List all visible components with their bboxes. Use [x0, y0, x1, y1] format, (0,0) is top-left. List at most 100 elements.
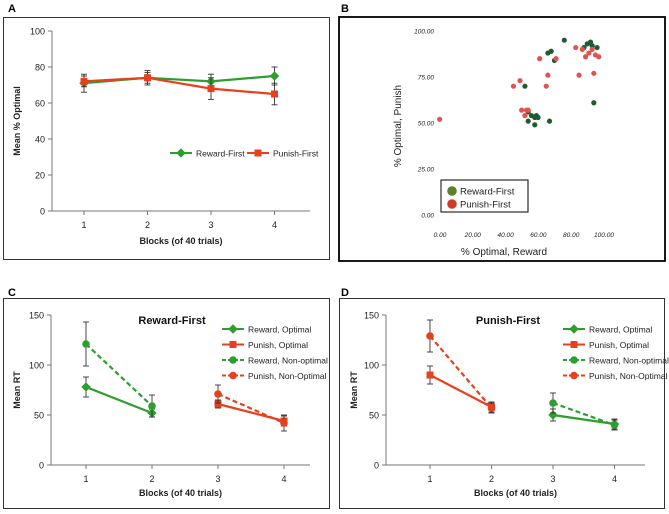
data-point	[82, 340, 90, 348]
legend-marker	[229, 356, 237, 364]
x-tick-label: 100.00	[594, 232, 614, 239]
chart-title: Reward-First	[138, 315, 206, 327]
series-3	[426, 319, 496, 414]
x-tick-label: 3	[550, 474, 555, 484]
x-tick-label: 3	[208, 220, 213, 230]
legend-item: Punish, Non-Optimal	[222, 371, 327, 381]
x-axis-label: Blocks (of 40 trials)	[474, 488, 557, 498]
y-tick-label: 25.00	[417, 167, 435, 174]
series-line	[552, 401, 615, 427]
data-point	[573, 44, 579, 51]
y-tick-label: 150	[364, 311, 379, 321]
y-tick-label: 100.00	[414, 29, 434, 36]
data-point	[576, 72, 582, 78]
y-tick-label: 50	[34, 411, 44, 421]
data-point	[517, 78, 523, 84]
data-point	[487, 404, 496, 412]
data-point	[522, 83, 528, 89]
series-line	[429, 335, 493, 409]
data-point	[144, 74, 151, 82]
data-point	[269, 71, 280, 81]
series-line	[85, 343, 153, 407]
legend-label: Punish, Optimal	[248, 340, 308, 350]
y-tick-label: 0	[40, 207, 45, 217]
x-tick-label: 4	[612, 474, 617, 484]
y-axis-label: Mean RT	[12, 371, 22, 409]
data-point	[207, 85, 215, 93]
data-point	[148, 402, 156, 410]
data-point	[589, 43, 595, 49]
y-tick-label: 50.00	[418, 121, 435, 128]
panel-c-frame	[3, 298, 330, 509]
x-tick-label: 4	[272, 220, 277, 230]
y-tick-label: 0.00	[421, 213, 434, 220]
data-point	[543, 83, 549, 89]
y-tick-label: 50	[369, 411, 379, 421]
x-tick-label: 4	[281, 474, 286, 484]
data-point	[523, 107, 530, 113]
x-tick-label: 1	[81, 220, 86, 230]
data-point	[591, 70, 597, 76]
legend-label: Punish, Non-Optimal	[248, 371, 327, 381]
data-point	[561, 37, 567, 43]
series-line	[552, 413, 615, 426]
x-tick-label: 0.00	[434, 232, 447, 239]
data-point	[510, 83, 517, 89]
x-tick-label: 40.00	[497, 232, 514, 239]
series-1	[437, 44, 602, 122]
chart-title: Punish-First	[476, 315, 541, 327]
x-axis-label: Blocks (of 40 trials)	[139, 488, 222, 498]
y-tick-label: 0	[39, 461, 44, 471]
legend-marker	[570, 356, 578, 364]
x-tick-label: 1	[83, 474, 88, 484]
series-line	[217, 402, 285, 423]
series-1	[80, 70, 278, 106]
legend-label: Punish, Optimal	[589, 340, 649, 350]
x-tick-label: 20.00	[464, 232, 482, 239]
y-tick-label: 80	[35, 63, 45, 73]
panel-label-d: D	[341, 287, 349, 299]
panel-d-chart: 0 50 100 150 1 2 3 4 Blocks (of 40 trials) Mean R…	[349, 311, 669, 499]
data-point	[553, 56, 559, 62]
legend-marker	[229, 371, 237, 380]
y-tick-label: 40	[35, 135, 45, 145]
data-point	[519, 107, 525, 113]
data-point	[586, 50, 592, 56]
panel-b-chart: 0.00 25.00 50.00 75.00 100.00 0.00 20.00 40.00 6…	[393, 29, 614, 259]
legend-item: Reward, Non-optimal	[222, 356, 328, 366]
legend-label: Punish-First	[460, 200, 511, 211]
y-tick-label: 100	[30, 27, 45, 37]
x-axis-label: Blocks (of 40 trials)	[139, 236, 222, 246]
data-point	[537, 56, 543, 62]
data-point	[280, 419, 288, 427]
legend-item: Punish-First	[447, 199, 511, 211]
panel-label-c: C	[8, 287, 16, 299]
series-2	[549, 392, 619, 431]
legend-label: Reward, Optimal	[248, 325, 311, 335]
x-tick-label: 2	[489, 474, 494, 484]
series-0	[548, 408, 620, 430]
data-point	[545, 72, 551, 78]
data-point	[214, 390, 222, 398]
data-point	[214, 400, 222, 408]
y-axis-label: Mean RT	[349, 371, 359, 409]
y-tick-label: 75.00	[418, 75, 435, 82]
legend-marker	[229, 341, 237, 348]
y-tick-label: 150	[29, 311, 44, 321]
legend-label: Punish-First	[273, 149, 319, 159]
series-0	[81, 376, 157, 418]
legend-marker	[570, 341, 578, 348]
data-point	[596, 54, 602, 60]
y-tick-label: 20	[35, 171, 45, 181]
series-line	[83, 76, 275, 96]
series-2	[82, 321, 156, 418]
y-axis-label: Mean % Optimal	[12, 86, 22, 156]
legend-item: Punish, Non-Optimal	[563, 371, 668, 381]
data-point	[80, 77, 88, 85]
x-tick-label: 2	[145, 220, 150, 230]
data-point	[546, 118, 553, 124]
panel-label-a: A	[8, 3, 16, 15]
x-tick-label: 3	[215, 474, 220, 484]
legend-marker	[447, 199, 457, 209]
legend-label: Punish, Non-Optimal	[589, 371, 668, 381]
